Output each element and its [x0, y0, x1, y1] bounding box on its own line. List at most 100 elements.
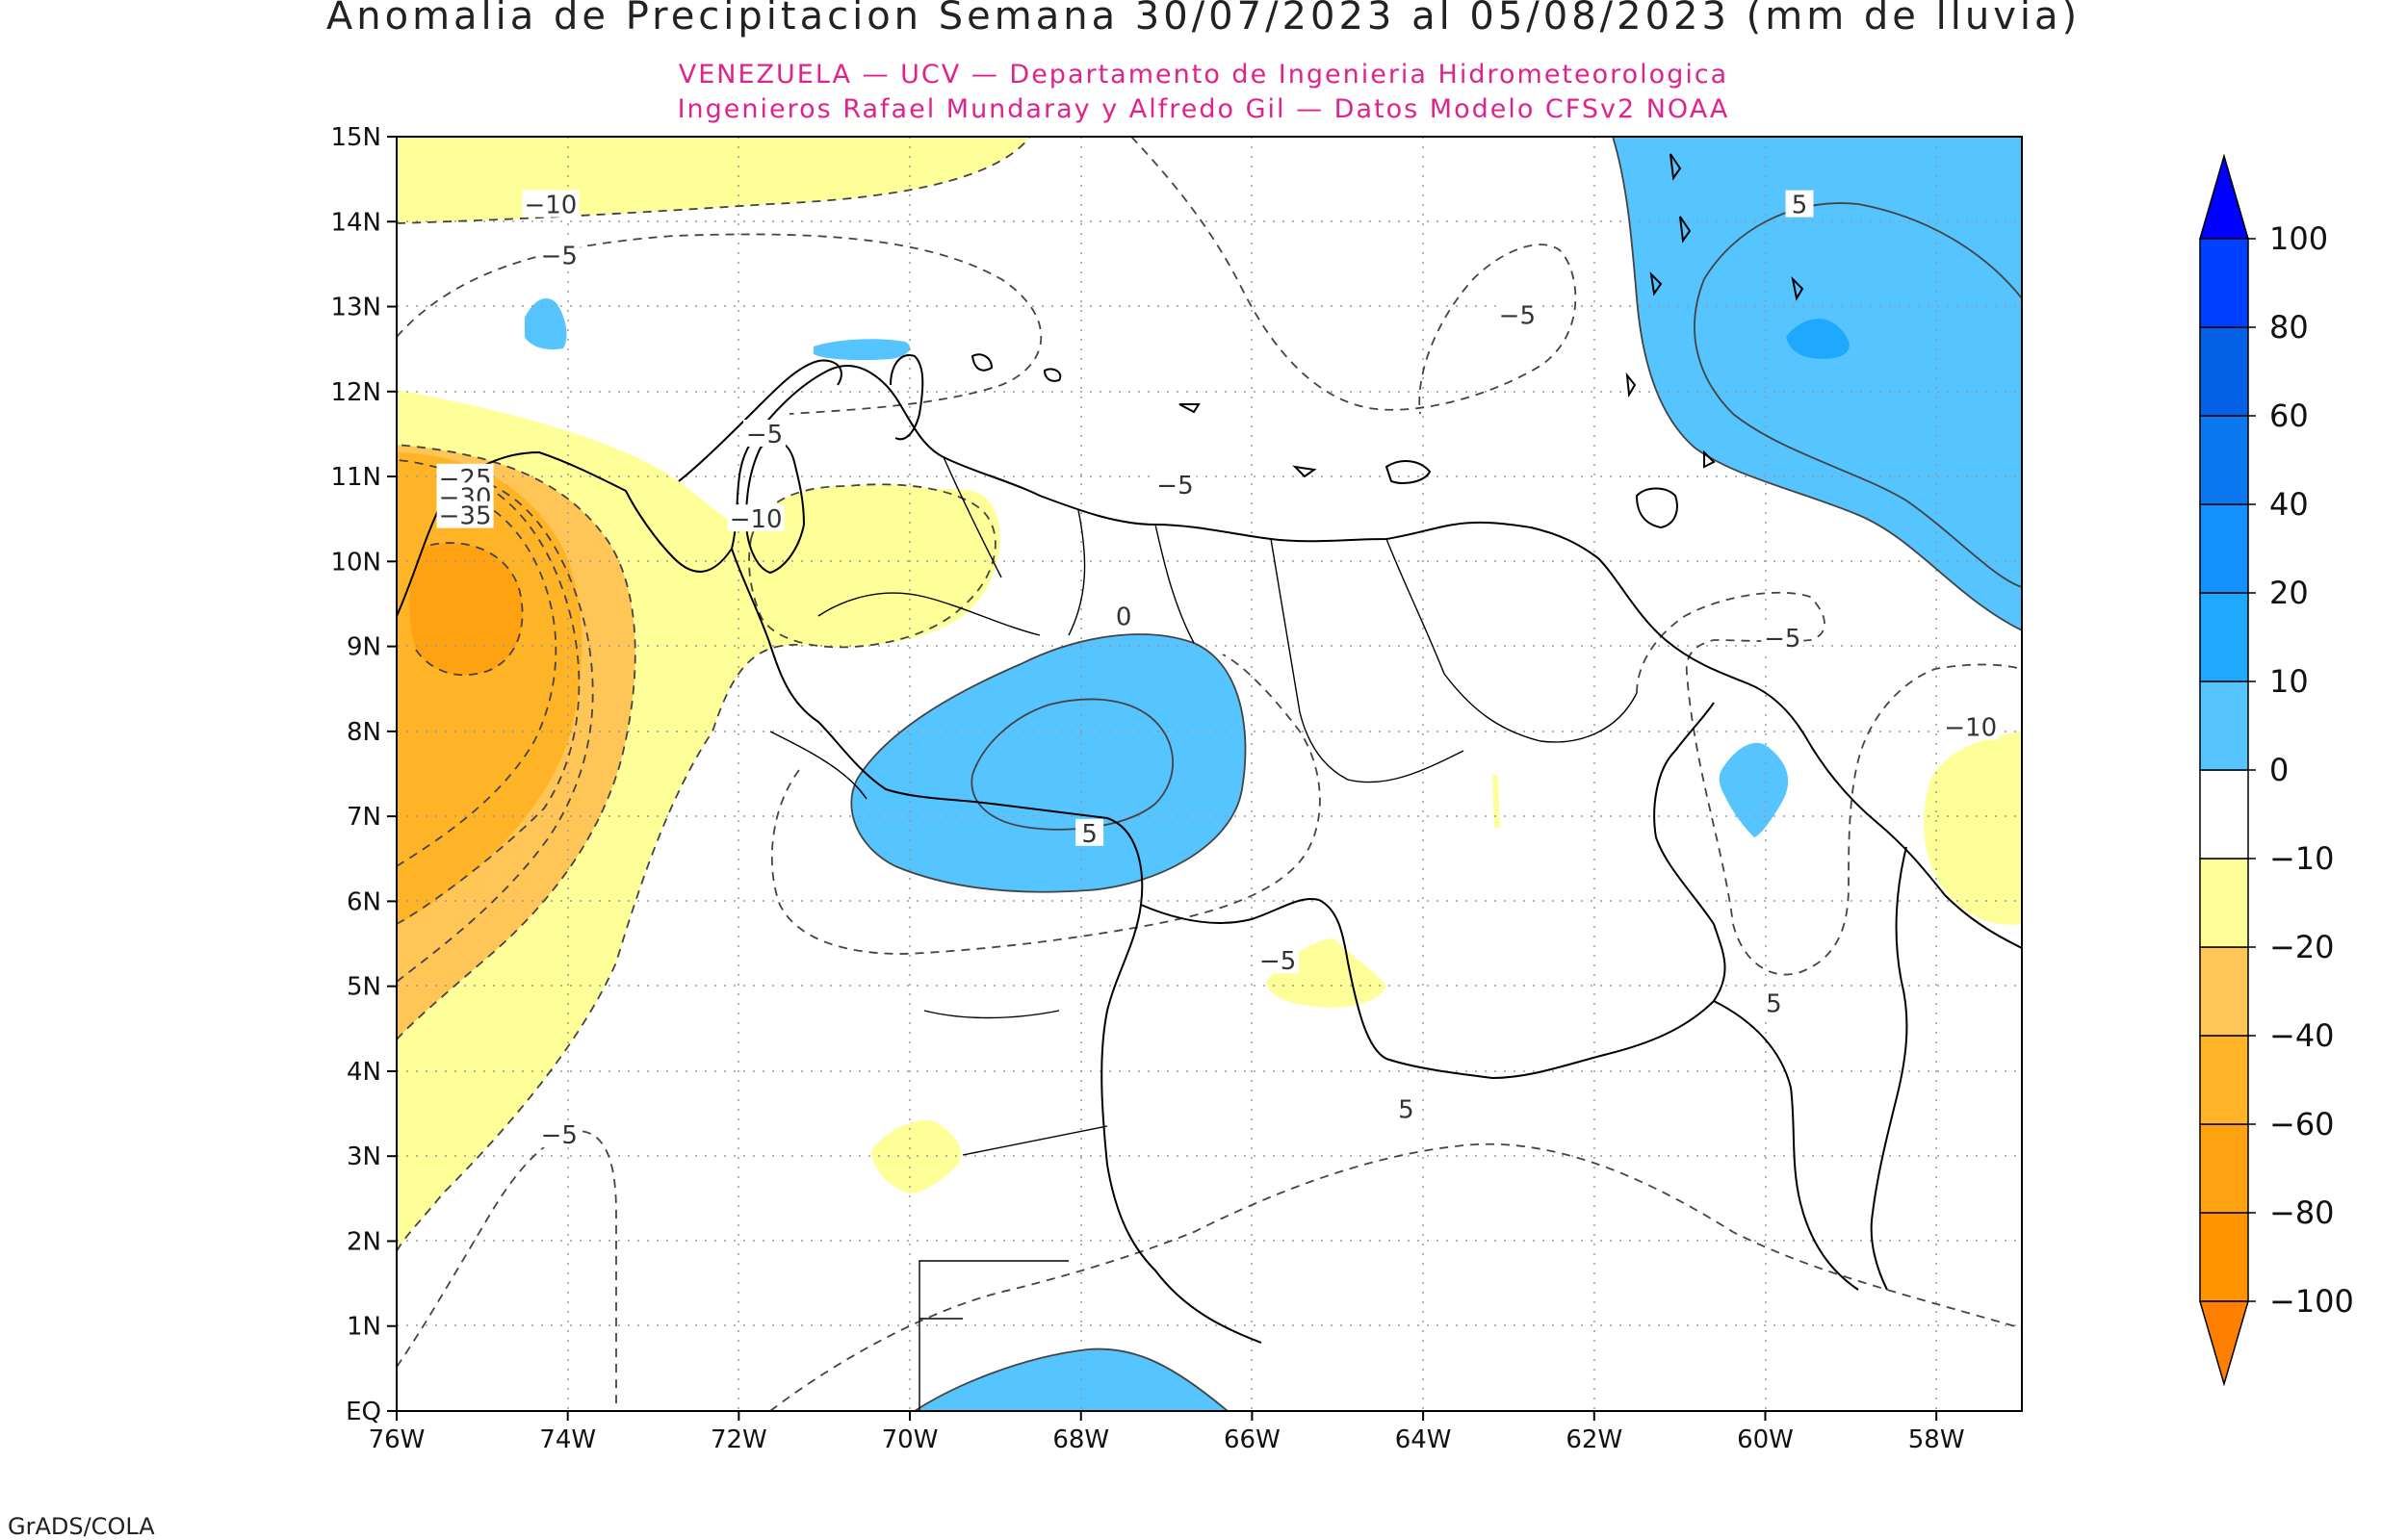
colorbar-tick-label: 40 [2269, 486, 2309, 523]
lon-tick-label: 74W [539, 1425, 596, 1454]
lon-tick-label: 68W [1052, 1425, 1109, 1454]
colorbar-tick-label: 100 [2269, 220, 2328, 257]
anomaly-region-neg60 [409, 543, 523, 676]
contour-0-south [914, 1348, 1229, 1411]
anomaly-region-neg10-south [871, 1119, 962, 1194]
colorbar-bottom-arrow [2199, 1300, 2249, 1387]
paraguana-peninsula [890, 354, 924, 441]
colorbar-tick-label: −40 [2269, 1017, 2335, 1054]
lat-tick-label: 8N [347, 718, 381, 747]
lat-tick-label: 14N [330, 208, 381, 237]
lat-tick-label: 11N [330, 463, 381, 492]
contour-label-bg [436, 500, 494, 528]
contour-label: −5 [1156, 472, 1193, 500]
border-venezuela-guyana [1653, 702, 1715, 925]
contour-label: −5 [1764, 625, 1800, 654]
contour-label-bg [727, 504, 785, 532]
contour-lines [397, 137, 2022, 1411]
contour-label-bg [1256, 946, 1300, 974]
longitude-axis: 76W 74W 72W 70W 68W 66W 64W 62W 60W 58W [369, 1411, 1965, 1454]
contour-label-bg [1391, 1094, 1420, 1122]
colorbar-tick-label: −60 [2269, 1106, 2335, 1142]
lat-tick-label: 3N [347, 1142, 381, 1171]
lat-tick-label: 7N [347, 803, 381, 832]
contour-0-central [850, 633, 1247, 893]
colorbar-cell [2199, 1212, 2249, 1302]
border-brazil-guyana [1713, 1000, 1859, 1291]
lesser-antilles [1625, 153, 1804, 469]
lat-tick-label: 13N [330, 294, 381, 322]
venezuela-internal-states [817, 456, 1638, 783]
lat-tick-label: 9N [347, 633, 381, 662]
colorbar-tick-label: −10 [2269, 840, 2335, 877]
border-venezuela-brazil [1140, 898, 1726, 1080]
colorbar-tick-label: 60 [2269, 398, 2309, 434]
contour-label-bg [1759, 988, 1788, 1016]
contour-label-bg [537, 241, 581, 269]
lon-tick-label: 64W [1395, 1425, 1452, 1454]
colorbar-cell [2199, 326, 2249, 417]
colorbar-tick-label: −80 [2269, 1194, 2335, 1231]
contour-label-bg [537, 1120, 581, 1148]
colorbar-cell [2199, 946, 2249, 1037]
lon-tick-label: 60W [1737, 1425, 1794, 1454]
contour-neg5-west-big [397, 644, 800, 1252]
map-subtitle-2: Ingenieros Rafael Mundaray y Alfredo Gil… [678, 94, 1730, 124]
border-guyana-suriname [1870, 846, 1908, 1291]
contour-label: 5 [1792, 192, 1808, 220]
lat-tick-label: 5N [347, 973, 381, 1002]
map-title: Anomalia de Precipitacion Semana 30/07/2… [326, 0, 2081, 38]
contour-label-bg [1109, 602, 1138, 629]
contour-neg10-north [397, 137, 1031, 224]
colorbar-tick-label: 0 [2269, 752, 2289, 788]
contour-neg5-west-south [397, 1130, 617, 1411]
lon-tick-label: 58W [1908, 1425, 1965, 1454]
lat-tick-label: EQ [346, 1398, 381, 1426]
colorbar-tick-label: 10 [2269, 663, 2309, 700]
contour-label: −10 [730, 505, 783, 534]
contour-label: −5 [541, 243, 578, 271]
colorbar-cell [2199, 592, 2249, 682]
contour-neg5-east [1636, 591, 2022, 976]
lat-tick-label: 15N [330, 123, 381, 152]
colorbar-tick-label: 20 [2269, 575, 2309, 611]
contour-neg10-andes [748, 483, 996, 649]
colorbar-tick-label: 80 [2269, 309, 2309, 346]
anomaly-region-neg10-bolivar [1492, 775, 1500, 828]
map-subtitle-1: VENEZUELA — UCV — Departamento de Ingeni… [679, 60, 1728, 90]
contour-5-central [971, 698, 1175, 831]
lat-tick-label: 4N [347, 1058, 381, 1087]
contour-label-bg [1942, 712, 2000, 740]
guajira-peninsula [678, 359, 842, 482]
contour-label-bg [1495, 300, 1539, 328]
colorbar-cell [2199, 503, 2249, 594]
border-colombia-venezuela [731, 548, 1262, 1344]
contour-label: −35 [439, 502, 492, 531]
colorbar-cell [2199, 680, 2249, 771]
contour-neg35-west [397, 490, 557, 867]
contour-label: 5 [1398, 1096, 1414, 1125]
colorbar-cell [2199, 238, 2249, 328]
contour-label: −5 [746, 421, 783, 449]
contour-label: −5 [541, 1121, 578, 1150]
shaded-regions [397, 137, 2022, 1411]
lat-tick-label: 6N [347, 887, 381, 916]
colorbar-top-arrow [2199, 153, 2249, 240]
grads-footer: GrADS/COLA [8, 1513, 155, 1540]
contour-label: −10 [524, 192, 577, 220]
anomaly-region-neg10-guiana [1924, 732, 2022, 925]
trinidad [1635, 487, 1678, 529]
plot-frame [396, 136, 2023, 1412]
lon-tick-label: 76W [369, 1425, 426, 1454]
anomaly-region-pos-essequibo [1719, 742, 1789, 837]
contour-label: −5 [1259, 947, 1296, 976]
anomaly-region-pos-south [915, 1348, 1228, 1411]
anomaly-region-neg10-andes [749, 484, 996, 648]
contour-label: 5 [1766, 989, 1782, 1018]
lon-tick-label: 72W [711, 1425, 767, 1454]
lat-tick-label: 10N [330, 548, 381, 577]
contour-label-bg [743, 419, 787, 447]
colorbar-tick-label: −20 [2269, 929, 2335, 965]
